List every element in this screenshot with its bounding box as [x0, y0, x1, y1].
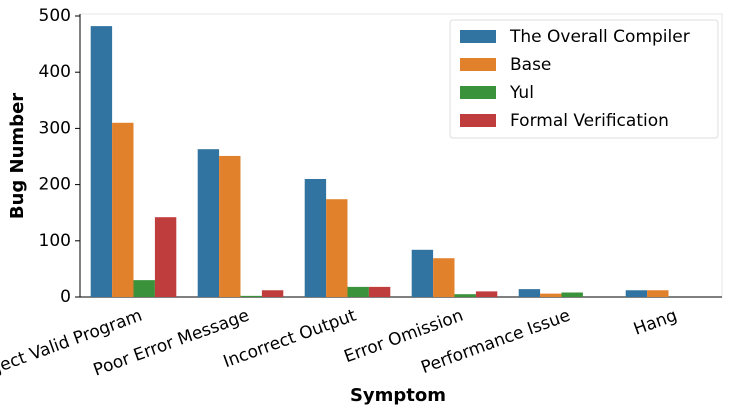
legend-swatch: [460, 86, 496, 99]
bar: [518, 289, 541, 297]
bar: [90, 26, 113, 298]
legend: The Overall Compiler Base Yul Formal Verifi…: [449, 19, 719, 139]
bar: [240, 295, 262, 297]
legend-label: The Overall Compiler: [509, 27, 690, 47]
bar: [475, 291, 498, 297]
bar: [261, 290, 284, 297]
x-axis-label: Symptom: [350, 385, 446, 406]
y-tick-label: 200: [39, 175, 71, 195]
x-tick-label: Reject Valid Program: [0, 306, 145, 385]
bar: [197, 149, 220, 297]
bar: [326, 199, 348, 297]
legend-label: Base: [510, 55, 551, 75]
legend-swatch: [460, 30, 496, 43]
bar: [540, 293, 562, 297]
y-tick-label: 400: [39, 62, 71, 82]
y-tick-label: 300: [39, 118, 71, 138]
bar: [347, 286, 369, 297]
bar: [433, 258, 455, 297]
bar: [454, 294, 476, 297]
bar: [368, 286, 391, 297]
bar: [411, 249, 434, 297]
bar: [154, 217, 177, 297]
bar: [304, 178, 327, 297]
legend-box: [449, 19, 719, 139]
legend-swatch: [460, 58, 496, 71]
bar: [133, 280, 155, 297]
y-tick-label: 500: [39, 6, 71, 26]
bar: [647, 290, 669, 297]
legend-label: Yul: [509, 83, 534, 103]
bar: [561, 292, 583, 297]
y-axis-label: Bug Number: [7, 93, 28, 219]
bar: [112, 122, 134, 297]
bar: [625, 290, 648, 297]
y-tick-label: 100: [39, 231, 71, 251]
legend-label: Formal Verification: [510, 111, 669, 131]
legend-swatch: [460, 114, 496, 127]
bar: [219, 155, 241, 297]
y-tick-label: 0: [60, 287, 71, 307]
x-tick-label: Hang: [631, 306, 680, 340]
